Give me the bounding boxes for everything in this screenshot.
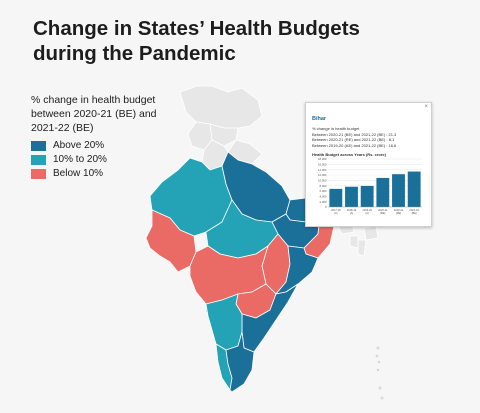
popup-stat-line: Between 2019-20 (AE) and 2021-22 (BE) : … — [312, 142, 397, 148]
y-tick-label: 10,000 — [318, 179, 327, 183]
health-budget-bar-chart: 02,0004,0006,0008,00010,00012,00014,0001… — [318, 157, 422, 215]
x-tick-label: 2019-20 (A) — [362, 208, 372, 215]
y-tick-label: 18,000 — [318, 157, 327, 161]
x-tick-label: 2018-19 (A) — [347, 208, 357, 215]
y-tick-label: 14,000 — [318, 168, 327, 172]
page-title: Change in States’ Health Budgets during … — [33, 17, 360, 65]
state-mizoram[interactable] — [357, 239, 367, 257]
state-popup: × Bihar % change in health budget Betwee… — [305, 102, 432, 227]
bar[interactable] — [360, 185, 374, 207]
popup-stats: % change in health budget Between 2020-2… — [312, 126, 424, 148]
x-tick-label: 2020-21 (RE) — [394, 208, 404, 215]
state-andaman-nicobar[interactable] — [375, 346, 384, 400]
bar[interactable] — [345, 186, 358, 207]
x-tick-label: 2021-22 (BE) — [409, 208, 419, 215]
state-manipur[interactable] — [363, 225, 379, 241]
popup-state-name: Bihar — [312, 116, 327, 122]
bar[interactable] — [392, 174, 405, 207]
bar[interactable] — [329, 188, 343, 207]
legend-title: % change in health budget between 2020-2… — [31, 94, 157, 134]
y-tick-label: 12,000 — [318, 173, 327, 177]
popup-stat-heading: % change in health budget — [312, 126, 360, 131]
chart-title: Health Budget across Years (Rs. crore) — [312, 152, 386, 157]
y-tick-label: 2,000 — [320, 200, 327, 204]
state-tamil-nadu[interactable] — [225, 331, 255, 393]
popup-stat-line: Between 2020-21 (BE) and 2021-22 (BE) : … — [312, 131, 397, 137]
popup-stat-line: Between 2020-21 (RE) and 2021-22 (BE) : … — [312, 137, 395, 142]
x-tick-label: 2017-18 (A) — [331, 208, 341, 215]
state-jammu-kashmir[interactable] — [179, 85, 263, 129]
legend-swatch — [31, 155, 46, 165]
close-icon[interactable]: × — [424, 104, 428, 110]
legend-swatch — [31, 141, 46, 151]
y-tick-label: 6,000 — [320, 189, 327, 193]
y-tick-label: 8,000 — [320, 184, 327, 188]
state-karnataka[interactable] — [205, 293, 243, 351]
x-tick-label: 2020-21 (BE) — [378, 208, 388, 215]
legend-label: Above 20% — [53, 140, 105, 151]
y-tick-label: 4,000 — [320, 195, 327, 199]
bar[interactable] — [407, 171, 421, 207]
y-tick-label: 16,000 — [318, 163, 327, 167]
bar[interactable] — [376, 177, 390, 207]
state-tripura[interactable] — [349, 235, 359, 249]
legend-swatch — [31, 169, 46, 179]
y-tick-label: 0 — [325, 205, 327, 209]
legend-label: 10% to 20% — [53, 154, 107, 165]
state-gujarat[interactable] — [145, 209, 197, 273]
legend-label: Below 10% — [53, 168, 104, 179]
